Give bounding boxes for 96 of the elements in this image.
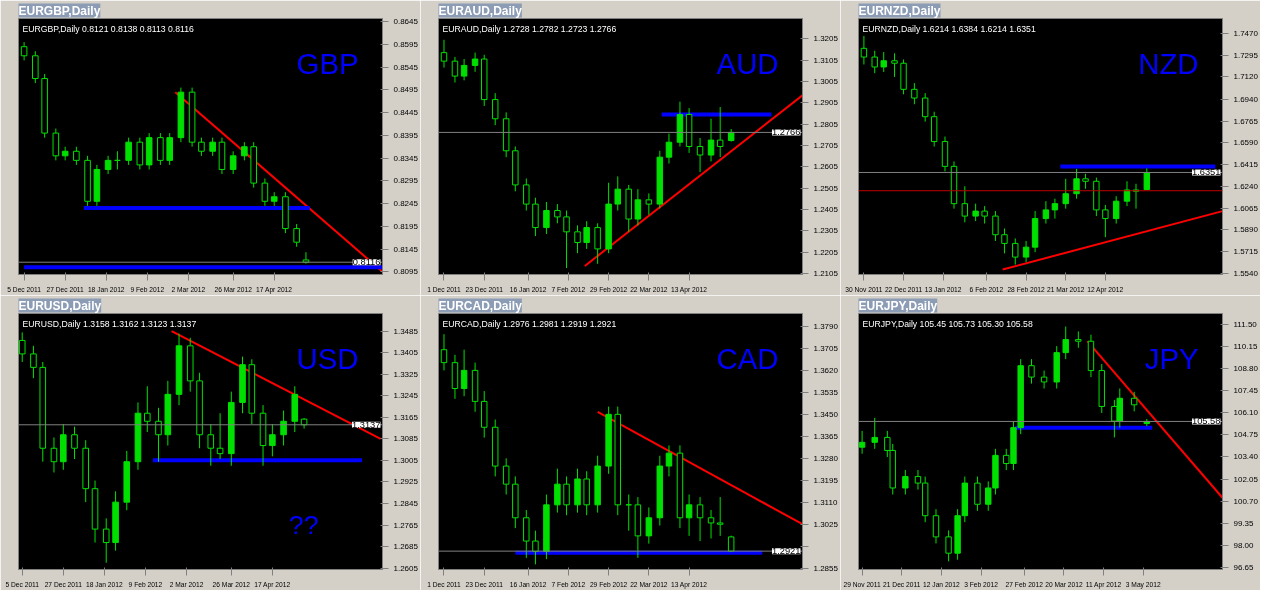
y-tick-label: 1.2855 [813,563,839,573]
y-tick-label: 1.3705 [813,343,839,353]
y-tick-label: 1.3245 [393,391,419,401]
y-tick-label: 1.7295 [1233,50,1259,60]
y-tick-label: 1.7470 [1233,28,1259,38]
y-tick-label: 104.75 [1233,430,1259,440]
y-tick-label: 1.3110 [813,497,838,507]
y-tick-label: 1.3790 [813,321,839,331]
chart-title: EURJPY,Daily [858,298,938,313]
y-tick-label: 107.45 [1233,386,1259,396]
y-tick-label: 1.3535 [813,387,839,397]
y-tick-label: 0.8495 [393,85,419,95]
y-tick-label: 1.5890 [1233,225,1259,235]
y-tick-label: 106.10 [1233,408,1259,418]
text: EURNZD,Daily 1.6214 1.6384 1.6214 1.6351 [862,23,1036,34]
y-tick-label: 1.6065 [1233,203,1259,213]
y-tick-label: 1.3005 [813,76,839,86]
y-tick-label: 0.8345 [393,153,419,163]
chart-title: EURAUD,Daily [438,3,523,18]
y-tick-label: 1.6415 [1233,160,1259,170]
y-tick-label: 1.3325 [393,369,419,379]
y-tick-label: 1.2505 [813,183,839,193]
ref-line-label: 1.6351 [1191,167,1221,178]
y-tick-label: 1.3620 [813,365,839,375]
y-tick-label: 1.5540 [1233,268,1259,278]
y-tick-label: 1.3450 [813,409,839,419]
annotation: GBP [296,46,359,80]
y-tick-label: 1.2925 [393,477,419,487]
y-tick-label: 0.8295 [393,176,419,186]
y-tick-label: 1.2905 [813,98,839,108]
y-tick-label: 0.8595 [393,39,419,49]
y-tick-label: 1.3365 [813,431,839,441]
y-tick-label: 1.2605 [813,162,839,172]
y-tick-label: 111.50 [1233,320,1258,330]
y-tick-label: 1.3025 [813,519,839,529]
y-tick-label: 0.8195 [393,221,419,231]
y-tick-label: 0.8245 [393,199,419,209]
annotation: CAD [716,341,779,375]
text: EURGBP,Daily 0.8121 0.8138 0.8113 0.8116 [22,23,195,34]
annotation: NZD [1138,46,1199,80]
annotation: AUD [716,46,779,80]
y-tick-label: 0.8545 [393,62,419,72]
y-tick-label: 1.3005 [393,455,419,465]
y-tick-label: 110.15 [1233,342,1258,352]
y-tick-label: 1.2685 [393,542,419,552]
y-tick-label: 1.3205 [813,34,839,44]
y-tick-label: 96.65 [1233,562,1255,572]
chart-title: EURCAD,Daily [438,298,523,313]
y-tick-label: 1.5715 [1233,247,1259,257]
y-tick-label: 1.6590 [1233,138,1259,148]
y-tick-label: 0.8145 [393,244,419,254]
y-tick-label: 99.35 [1233,518,1255,528]
y-tick-label: 0.8095 [393,267,419,277]
y-tick-label: 1.2605 [393,563,419,573]
y-tick-label: 102.05 [1233,474,1259,484]
y-tick-label: 1.6940 [1233,94,1259,104]
chart-title: EURUSD,Daily [18,298,102,313]
ref-line-label: 105.58 [1191,416,1221,427]
y-tick-label: 0.8645 [393,17,419,27]
y-tick-label: 0.8395 [393,130,419,140]
annotation: ?? [288,509,319,540]
text: EURUSD,Daily 1.3158 1.3162 1.3123 1.3137 [22,318,197,329]
chart-title: EURNZD,Daily [858,3,941,18]
ref-line-label: 1.2766 [771,127,801,138]
y-tick-label: 1.7120 [1233,72,1259,82]
annotation: JPY [1144,341,1199,375]
chart-title: EURGBP,Daily [18,3,101,18]
y-tick-label: 100.70 [1233,496,1259,506]
y-tick-label: 1.2705 [813,140,839,150]
y-tick-label: 1.2205 [813,247,839,257]
y-tick-label: 1.2845 [393,498,419,508]
y-tick-label: 103.40 [1233,452,1259,462]
y-tick-label: 1.6765 [1233,116,1259,126]
y-tick-label: 1.2405 [813,204,839,214]
ref-line-label: 1.2921 [771,546,801,557]
y-tick-label: 1.3085 [393,434,419,444]
y-tick-label: 1.3105 [813,55,839,65]
text: EURJPY,Daily 105.45 105.73 105.30 105.58 [862,318,1033,329]
y-tick-label: 1.6240 [1233,181,1259,191]
annotation: USD [296,341,359,375]
y-tick-label: 98.00 [1233,540,1255,550]
y-tick-label: 1.3195 [813,475,839,485]
y-tick-label: 0.8445 [393,108,419,118]
y-tick-label: 1.2805 [813,119,839,129]
y-tick-label: 1.3280 [813,453,839,463]
text: EURAUD,Daily 1.2728 1.2782 1.2723 1.2766 [442,23,617,34]
y-tick-label: 1.3405 [393,348,419,358]
ref-line-label: 1.3137 [351,419,381,430]
y-tick-label: 108.80 [1233,364,1259,374]
text: EURCAD,Daily 1.2976 1.2981 1.2919 1.2921 [442,318,617,329]
ref-line-label: 0.8116 [352,257,381,268]
y-tick-label: 1.2305 [813,226,839,236]
y-tick-label: 1.2105 [813,268,839,278]
y-tick-label: 1.2765 [393,520,419,530]
y-tick-label: 1.3485 [393,326,419,336]
y-tick-label: 1.3165 [393,412,419,422]
